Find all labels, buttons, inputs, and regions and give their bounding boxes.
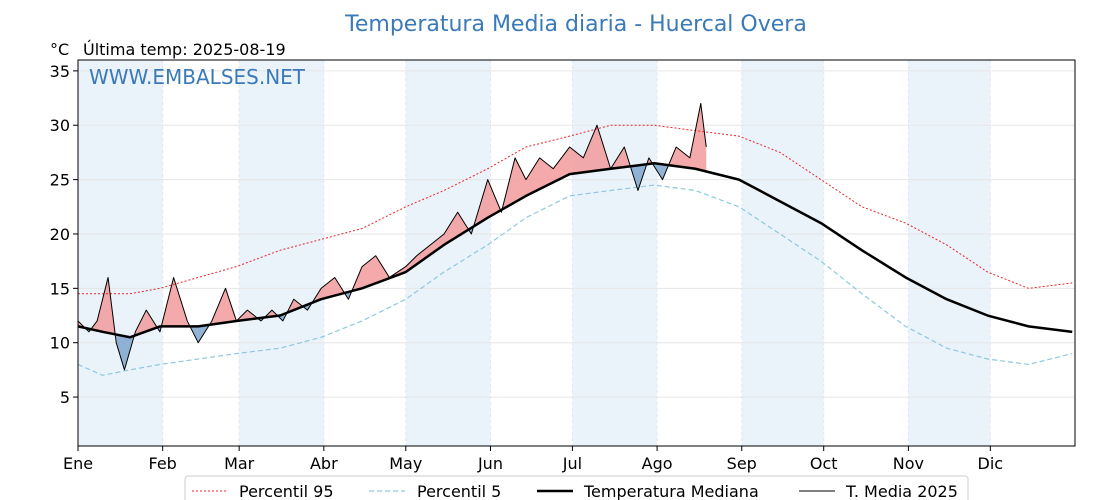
y-tick-label: 10 [50, 334, 70, 353]
legend-label-median: Temperatura Mediana [583, 482, 759, 500]
x-tick-label: Sep [727, 454, 757, 473]
y-tick-label: 30 [50, 116, 70, 135]
x-tick-label: Feb [149, 454, 177, 473]
y-tick-label: 5 [60, 388, 70, 407]
below-median-fill [652, 163, 670, 180]
series-line-median [77, 162, 1073, 339]
month-band [239, 60, 324, 446]
series-line-p95 [78, 124, 1073, 295]
month-band [405, 60, 491, 446]
legend-label-p5: Percentil 5 [417, 482, 501, 500]
series-line-p5 [77, 184, 1073, 376]
above-median-fill [474, 179, 502, 227]
x-axis-ticks: Ene Feb Mar Abr May Jun Jul Ago Sep Oct Nov Dic [63, 446, 1003, 473]
month-band [572, 60, 658, 446]
month-band [78, 60, 163, 446]
above-median-fill [210, 288, 259, 325]
above-median-fill [352, 212, 469, 291]
x-tick-label: Nov [893, 454, 924, 473]
legend-label-p95: Percentil 95 [239, 482, 334, 500]
plot-frame [77, 59, 1076, 447]
grid-lines [77, 60, 1075, 446]
above-median-fill [286, 299, 304, 313]
below-median-fill [116, 334, 136, 370]
month-band [741, 60, 824, 446]
chart-title: Temperatura Media diaria - Huercal Overa [344, 12, 807, 37]
series-line-current [77, 102, 707, 371]
month-bands [78, 60, 991, 446]
legend: Percentil 95 Percentil 5 Temperatura Med… [184, 475, 969, 500]
month-band [908, 60, 991, 446]
y-tick-label: 20 [50, 225, 70, 244]
x-tick-label: Abr [310, 454, 338, 473]
y-tick-label: 35 [50, 62, 70, 81]
above-median-fill [502, 125, 632, 210]
series-lines [77, 102, 1073, 376]
legend-label-current: T. Media 2025 [845, 482, 958, 500]
x-tick-label: Ene [63, 454, 93, 473]
above-median-fill [312, 277, 346, 303]
unit-label: °C [50, 40, 69, 59]
legend-box [184, 475, 969, 500]
y-axis-ticks: 5 10 15 20 25 30 35 [50, 62, 78, 407]
watermark: WWW.EMBALSES.NET [89, 65, 306, 89]
x-tick-label: Ago [642, 454, 673, 473]
x-tick-label: Dic [978, 454, 1004, 473]
y-tick-label: 25 [50, 171, 70, 190]
x-tick-label: May [389, 454, 422, 473]
x-tick-label: Jul [562, 454, 582, 473]
x-tick-label: Mar [224, 454, 255, 473]
last-temp-label: Última temp: 2025-08-19 [83, 40, 286, 59]
x-tick-label: Jun [477, 454, 503, 473]
x-tick-label: Oct [810, 454, 838, 473]
above-median-fill [669, 103, 707, 172]
above-median-fill [161, 277, 192, 327]
y-tick-label: 15 [50, 279, 70, 298]
below-median-fill [631, 164, 648, 191]
